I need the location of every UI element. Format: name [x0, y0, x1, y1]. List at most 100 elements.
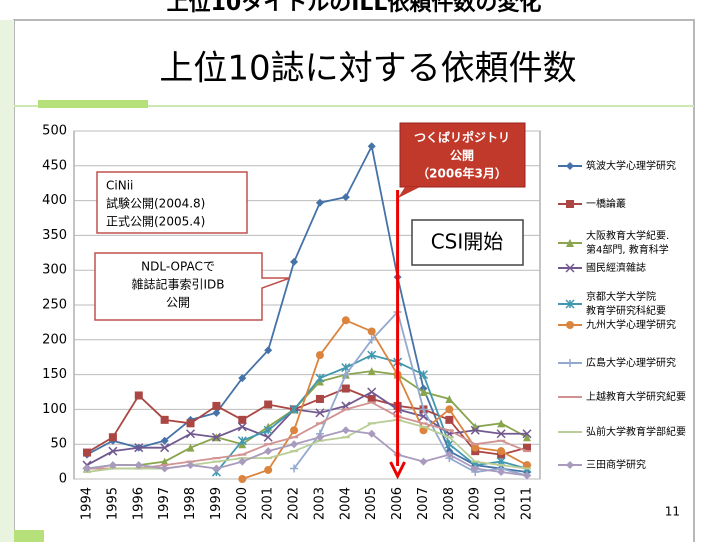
- marker: [523, 471, 531, 480]
- legend-label: 上越教育大学研究紀要: [586, 390, 686, 403]
- callout-box: [96, 171, 248, 234]
- marker: [367, 142, 376, 151]
- marker: [367, 429, 376, 438]
- marker: [160, 436, 169, 445]
- marker: [566, 162, 574, 170]
- y-tick-label: 100: [42, 402, 67, 417]
- callout-text: 正式公開(2005.4): [106, 215, 205, 229]
- x-tick-label: 2005: [364, 487, 379, 520]
- marker: [566, 200, 574, 208]
- marker: [445, 394, 454, 403]
- x-tick-label: 2007: [416, 487, 431, 520]
- marker: [523, 433, 531, 442]
- x-tick-label: 1996: [131, 487, 146, 520]
- marker: [186, 419, 195, 428]
- y-tick-label: 150: [42, 367, 67, 382]
- marker: [471, 464, 480, 473]
- marker: [419, 457, 428, 466]
- x-tick-label: 2003: [312, 487, 327, 520]
- marker: [315, 408, 325, 418]
- marker: [523, 461, 531, 470]
- legend-label: 京都大学大学院教育学研究科紀要: [586, 290, 666, 317]
- marker: [264, 346, 273, 355]
- marker: [290, 464, 299, 473]
- marker: [237, 436, 247, 446]
- y-tick-label: 0: [59, 472, 67, 487]
- y-tick-label: 50: [50, 437, 67, 452]
- marker: [134, 391, 143, 400]
- marker: [237, 422, 247, 432]
- marker: [566, 461, 574, 469]
- marker: [566, 239, 574, 247]
- x-tick-label: 2008: [442, 487, 457, 520]
- marker: [264, 465, 273, 474]
- marker: [186, 461, 195, 470]
- marker: [522, 429, 532, 439]
- marker: [238, 374, 247, 383]
- legend-label-line: 京都大学大学院: [586, 290, 656, 303]
- callout-text: 公開: [450, 149, 474, 163]
- marker: [367, 327, 376, 336]
- x-tick-label: 1999: [209, 487, 224, 520]
- marker: [315, 433, 324, 442]
- marker: [367, 394, 376, 403]
- y-tick-label: 250: [42, 298, 67, 313]
- marker: [419, 405, 428, 414]
- marker: [212, 464, 221, 473]
- marker: [108, 461, 117, 470]
- event-arrow-head: [389, 461, 406, 480]
- marker: [315, 351, 324, 360]
- marker: [238, 475, 247, 483]
- marker: [315, 373, 325, 383]
- marker: [160, 457, 169, 466]
- marker: [367, 367, 376, 376]
- y-tick-label: 450: [42, 158, 67, 173]
- marker: [212, 408, 221, 417]
- marker: [445, 415, 454, 424]
- callout-text: 試験公開(2004.8): [106, 196, 205, 211]
- page-number: 11: [665, 505, 680, 519]
- y-tick-label: 400: [42, 193, 67, 208]
- marker: [264, 447, 273, 456]
- series-line: [87, 401, 528, 470]
- marker: [315, 198, 324, 207]
- marker: [315, 394, 324, 403]
- marker: [566, 359, 574, 367]
- marker: [418, 370, 429, 380]
- x-tick-label: 2009: [468, 487, 483, 520]
- marker: [497, 447, 506, 456]
- header: 上位10タイトルのILL依頼件数の変化: [167, 0, 542, 16]
- marker: [367, 350, 377, 360]
- marker: [263, 432, 273, 442]
- marker: [470, 425, 480, 435]
- marker: [134, 461, 143, 470]
- x-tick-label: 2001: [261, 487, 276, 520]
- marker: [444, 439, 454, 449]
- callout-pointer: [398, 187, 420, 198]
- marker: [108, 433, 117, 442]
- marker: [160, 464, 169, 473]
- marker: [497, 419, 506, 428]
- marker: [83, 448, 91, 457]
- x-tick-label: 1998: [183, 487, 198, 520]
- marker: [212, 401, 221, 410]
- marker: [108, 446, 118, 456]
- series-line: [86, 387, 528, 456]
- y-tick-label: 300: [42, 263, 67, 278]
- marker: [185, 429, 196, 439]
- marker: [497, 468, 506, 477]
- marker: [160, 415, 169, 424]
- side-band: [0, 20, 14, 542]
- marker: [290, 440, 299, 449]
- marker: [341, 370, 350, 379]
- legend-label: 國民經濟雜誌: [586, 261, 646, 274]
- x-tick-label: 1997: [157, 487, 172, 520]
- series-line: [86, 370, 528, 470]
- marker: [289, 404, 299, 414]
- marker: [445, 405, 454, 414]
- marker: [471, 443, 480, 452]
- corner-accent: [14, 530, 44, 542]
- marker: [134, 443, 144, 453]
- x-tick-label: 2004: [338, 487, 353, 520]
